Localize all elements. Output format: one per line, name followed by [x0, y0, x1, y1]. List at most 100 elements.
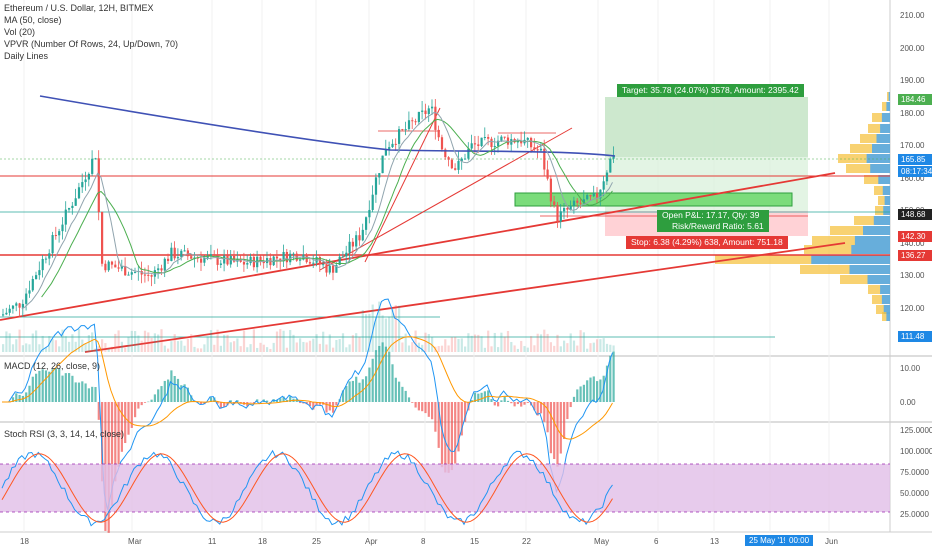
macd-histogram-bar — [18, 394, 21, 402]
macd-histogram-bar — [579, 386, 582, 402]
macd-histogram-bar — [536, 402, 539, 416]
candle-body — [292, 253, 295, 255]
vpvr-row-up — [866, 154, 890, 163]
volume-bar — [483, 347, 486, 352]
volume-bar — [450, 337, 453, 352]
volume-bar — [305, 342, 308, 352]
candle-body — [117, 267, 120, 269]
daily-lines-label[interactable]: Daily Lines — [4, 51, 49, 61]
macd-histogram-bar — [513, 402, 516, 407]
macd-histogram-bar — [223, 402, 226, 407]
volume-bar — [563, 340, 566, 352]
volume-bar — [41, 335, 44, 352]
macd-histogram-bar — [275, 399, 279, 402]
macd-histogram-bar — [414, 402, 417, 408]
volume-bar — [411, 342, 414, 352]
date-label: 11 — [208, 537, 217, 546]
macd-histogram-bar — [190, 395, 193, 402]
date-label: 22 — [522, 537, 531, 546]
price-axis-label: 140.00 — [900, 238, 925, 248]
macd-histogram-bar — [490, 398, 493, 402]
candle-body — [322, 264, 325, 266]
macd-legend[interactable]: MACD (12, 26, close, 9) — [4, 360, 100, 372]
volume-bar — [272, 342, 275, 352]
macd-histogram-bar — [157, 389, 160, 402]
stoch-label: Stoch RSI (3, 3, 14, 14, close) — [4, 429, 125, 439]
macd-histogram-bar — [143, 402, 147, 403]
macd-histogram-bar — [589, 377, 592, 402]
macd-histogram-bar — [84, 383, 87, 402]
vpvr-row-up — [872, 144, 890, 153]
volume-bar — [539, 334, 543, 352]
candle-body — [407, 120, 411, 130]
candle-body — [130, 272, 133, 275]
volume-bar — [77, 329, 81, 352]
candle-body — [160, 268, 163, 271]
volume-bar — [38, 344, 41, 352]
stop-label: Stop: 6.38 (4.29%) 638, Amount: 751.18 — [626, 236, 788, 249]
macd-histogram-bar — [147, 401, 150, 403]
candle-body — [421, 110, 424, 112]
macd-histogram-bar — [315, 402, 318, 406]
candle-body — [440, 137, 444, 150]
candle-body — [546, 169, 549, 179]
volume-bar — [497, 347, 500, 352]
volume-bar — [572, 340, 576, 352]
candle-body — [249, 256, 252, 264]
candle-body — [460, 158, 463, 161]
volume-bar — [117, 330, 120, 352]
volume-bar — [279, 329, 282, 352]
volume-bar — [2, 344, 5, 352]
macd-histogram-bar — [391, 364, 394, 402]
candle-body — [417, 111, 420, 123]
macd-histogram-bar — [87, 388, 90, 402]
macd-histogram-bar — [308, 402, 312, 406]
macd-histogram-bar — [252, 402, 255, 404]
volume-bar — [262, 344, 265, 352]
volume-bar — [299, 338, 302, 352]
macd-histogram-bar — [124, 402, 127, 444]
macd-histogram-bar — [31, 376, 34, 402]
stoch-legend[interactable]: Stoch RSI (3, 3, 14, 14, close) — [4, 428, 124, 440]
vol-label[interactable]: Vol (20) — [4, 27, 36, 37]
volume-bar — [223, 334, 226, 352]
candle-body — [526, 137, 529, 140]
candle-body — [213, 254, 216, 256]
volume-bar — [579, 330, 582, 352]
date-label: 6 — [654, 537, 659, 546]
candle-body — [193, 257, 196, 259]
candle-body — [252, 256, 255, 268]
vpvr-label[interactable]: VPVR (Number Of Rows, 24, Up/Down, 70) — [4, 39, 179, 49]
macd-histogram-bar — [427, 402, 430, 417]
vpvr-row — [838, 154, 890, 163]
candle-body — [368, 209, 371, 218]
position-tool[interactable] — [514, 97, 808, 236]
candle-body — [312, 262, 315, 264]
candle-body — [464, 158, 467, 160]
volume-bar — [599, 339, 602, 352]
macd-histogram-bar — [609, 355, 612, 402]
volume-bar — [266, 347, 269, 352]
candle-body — [58, 231, 61, 236]
volume-bar — [216, 329, 219, 352]
volume-bar — [546, 333, 549, 352]
price-tag: 111.48 — [898, 331, 932, 342]
open-pnl-text: Open P&L: 17.17, Qty: 39 — [662, 210, 760, 220]
vpvr-row — [846, 164, 890, 173]
candle-body — [153, 270, 156, 277]
candle-body — [246, 263, 249, 265]
candle-body — [457, 160, 460, 170]
macd-histogram-bar — [569, 402, 572, 408]
volume-bar — [556, 334, 559, 352]
volume-bar — [239, 346, 242, 352]
candle-body — [467, 148, 470, 159]
volume-bar — [8, 333, 11, 352]
volume-bar — [200, 348, 203, 352]
candle-body — [388, 147, 391, 150]
volume-bar — [61, 329, 64, 352]
price-tag: 148.68 — [898, 209, 932, 220]
symbol-title[interactable]: Ethereum / U.S. Dollar, 12H, BITMEX — [4, 3, 154, 13]
ma-label[interactable]: MA (50, close) — [4, 15, 62, 25]
macd-histogram-bar — [576, 389, 579, 402]
